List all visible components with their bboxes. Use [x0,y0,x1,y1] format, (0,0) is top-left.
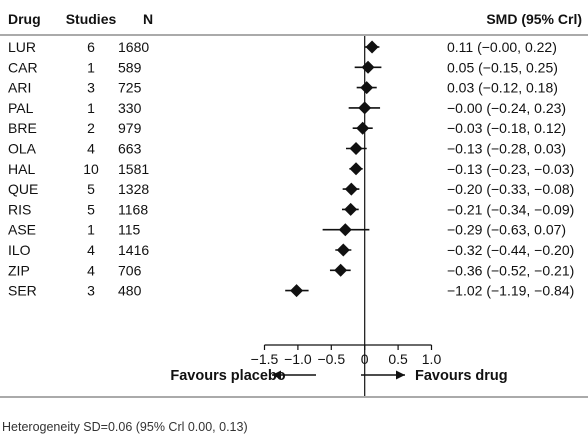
n-value: 1581 [118,161,149,177]
drug-label: PAL [8,100,34,116]
n-value: 1168 [118,201,148,217]
studies-value: 3 [87,80,95,96]
x-tick-label: 0 [361,351,369,367]
drug-label: LUR [8,39,36,55]
smd-ci-label: −0.13 (−0.28, 0.03) [447,141,566,157]
smd-ci-label: −0.13 (−0.23, −0.03) [447,161,574,177]
point-estimate [356,121,370,135]
header-smd: SMD (95% Crl) [486,11,582,27]
smd-ci-label: −0.20 (−0.33, −0.08) [447,181,574,197]
studies-value: 6 [87,39,95,55]
studies-value: 2 [87,120,95,136]
point-estimate [365,40,379,54]
point-estimate [338,223,352,237]
drug-label: OLA [8,141,37,157]
smd-ci-label: −0.29 (−0.63, 0.07) [447,222,566,238]
x-tick-label: −1.0 [284,351,312,367]
drug-label: SER [8,283,37,299]
drug-label: HAL [8,161,35,177]
drug-label: ILO [8,242,31,258]
point-estimate [358,101,372,115]
point-estimate [349,162,363,176]
drug-label: CAR [8,59,38,75]
point-estimate [344,182,358,196]
smd-ci-label: 0.03 (−0.12, 0.18) [447,80,558,96]
x-tick-label: 0.5 [388,351,408,367]
point-estimate [334,263,348,277]
smd-ci-label: −0.36 (−0.52, −0.21) [447,262,574,278]
drug-label: ZIP [8,262,30,278]
n-value: 589 [118,59,142,75]
point-estimate [361,60,375,74]
studies-value: 1 [87,222,95,238]
studies-value: 4 [87,262,95,278]
n-value: 1416 [118,242,149,258]
drug-label: RIS [8,201,31,217]
label-favours-drug: Favours drug [415,368,508,384]
studies-value: 4 [87,242,95,258]
n-value: 480 [118,283,142,299]
point-estimate [336,243,350,257]
smd-ci-label: −1.02 (−1.19, −0.84) [447,283,574,299]
n-value: 115 [118,222,141,238]
point-estimate [360,81,374,95]
studies-value: 5 [87,181,95,197]
studies-value: 10 [83,161,99,177]
header-n: N [143,11,153,27]
drug-label: QUE [8,181,38,197]
footnote: Heterogeneity SD=0.06 (95% Crl 0.00, 0.1… [2,420,248,434]
studies-value: 4 [87,141,95,157]
n-value: 330 [118,100,142,116]
point-estimate [344,202,358,216]
drug-label: ARI [8,80,31,96]
header-drug: Drug [8,11,41,27]
arrow-left-head [272,370,281,380]
smd-ci-label: −0.32 (−0.44, −0.20) [447,242,574,258]
n-value: 706 [118,262,142,278]
n-value: 663 [118,141,142,157]
arrow-right-head [396,370,405,380]
x-tick-label: −1.5 [251,351,279,367]
x-tick-label: −0.5 [317,351,345,367]
n-value: 1328 [118,181,149,197]
label-favours-placebo: Favours placebo [170,368,285,384]
studies-value: 5 [87,201,95,217]
point-estimate [349,142,363,155]
smd-ci-label: 0.11 (−0.00, 0.22) [447,39,557,55]
x-tick-label: 1.0 [422,351,442,367]
studies-value: 1 [87,59,95,75]
studies-value: 3 [87,283,95,299]
smd-ci-label: −0.03 (−0.18, 0.12) [447,120,566,136]
n-value: 725 [118,80,142,96]
smd-ci-label: 0.05 (−0.15, 0.25) [447,59,558,75]
n-value: 1680 [118,39,149,55]
header-studies: Studies [66,11,117,27]
n-value: 979 [118,120,142,136]
smd-ci-label: −0.00 (−0.24, 0.23) [447,100,566,116]
point-estimate [290,284,304,298]
drug-label: BRE [8,120,37,136]
smd-ci-label: −0.21 (−0.34, −0.09) [447,201,574,217]
studies-value: 1 [87,100,95,116]
drug-label: ASE [8,222,36,238]
